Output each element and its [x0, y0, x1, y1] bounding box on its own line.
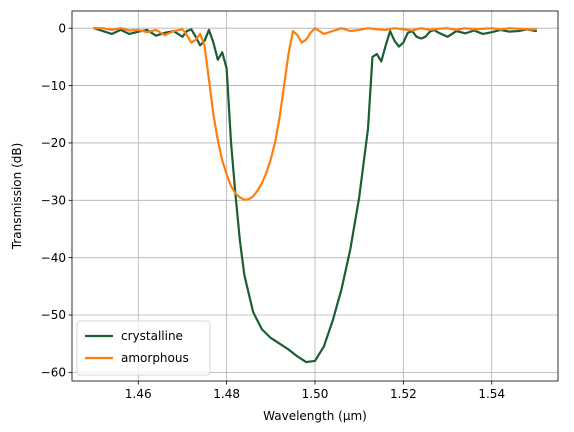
y-tick-label: −20: [41, 136, 66, 150]
x-axis-label: Wavelength (μm): [263, 409, 367, 423]
x-tick-label: 1.46: [125, 387, 152, 401]
x-tick-label: 1.54: [478, 387, 505, 401]
y-tick-label: −60: [41, 366, 66, 380]
grid: [72, 11, 558, 381]
legend: crystalline amorphous: [76, 320, 211, 376]
series-lines: [92, 27, 538, 364]
y-tick-label: −30: [41, 194, 66, 208]
x-tick-label: 1.52: [390, 387, 417, 401]
y-axis-label: Transmission (dB): [10, 143, 24, 251]
legend-label: amorphous: [121, 351, 189, 365]
legend-label: crystalline: [121, 329, 183, 343]
y-tick-label: −50: [41, 308, 66, 322]
series-line-amorphous: [92, 27, 538, 201]
y-tick-label: −40: [41, 251, 66, 265]
x-tick-label: 1.48: [213, 387, 240, 401]
y-tick-label: −10: [41, 79, 66, 93]
axis-ticks: 1.46 1.48 1.50 1.52 1.54 0 −10 −20 −30 −40 −50 −60: [41, 21, 505, 401]
legend-box: [76, 320, 211, 376]
x-tick-label: 1.50: [302, 387, 329, 401]
y-tick-label: 0: [58, 21, 66, 35]
series-line-crystalline: [92, 27, 538, 364]
